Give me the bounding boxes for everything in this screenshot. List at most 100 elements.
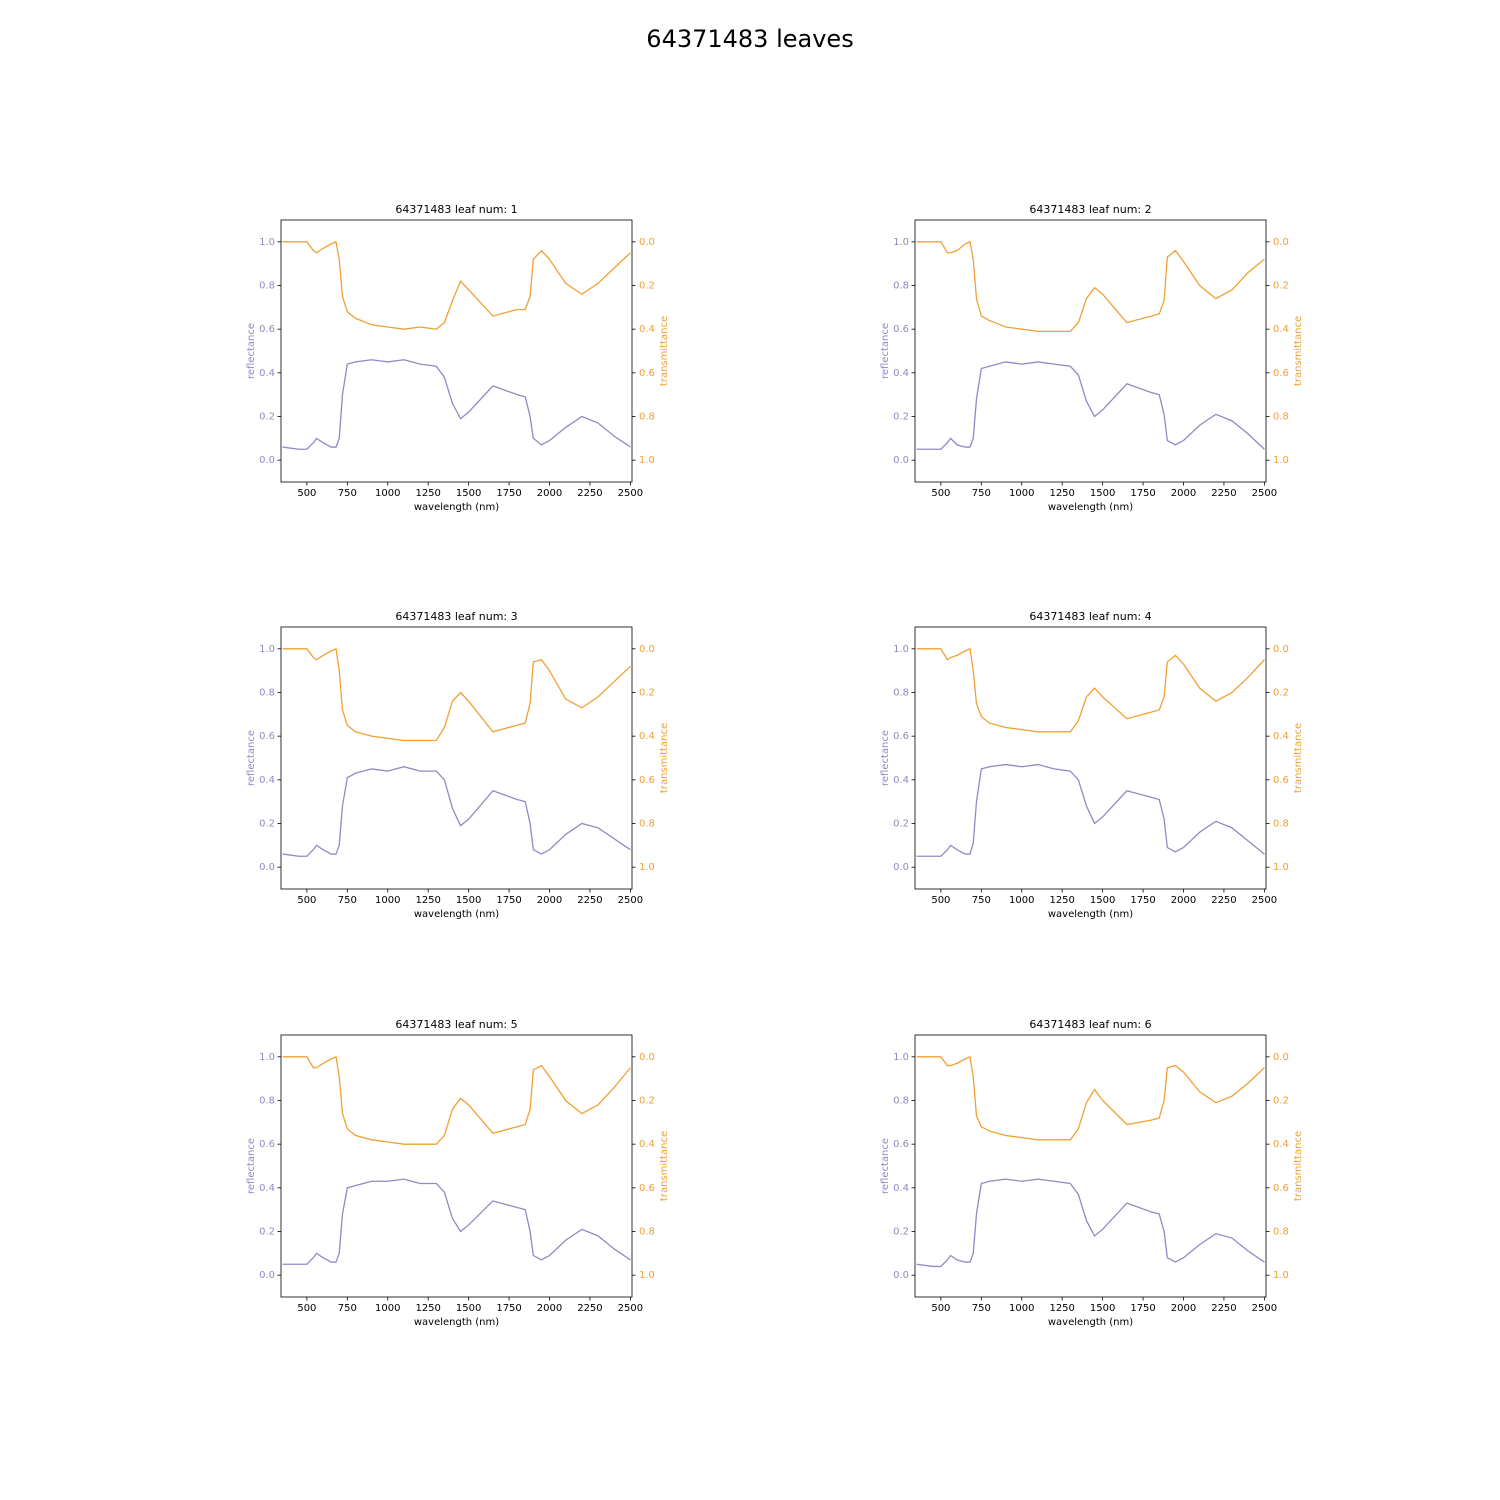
y2-tick-label: 0.6 <box>639 368 655 379</box>
y2-tick-label: 0.6 <box>1273 368 1289 379</box>
y2-tick-label: 0.8 <box>1273 1227 1289 1238</box>
y2-tick-label: 0.6 <box>1273 775 1289 786</box>
y-tick-label: 0.6 <box>259 731 275 742</box>
y2-tick-label: 1.0 <box>1273 862 1289 873</box>
y2-tick-label: 1.0 <box>639 1270 655 1281</box>
y2-tick-label: 0.0 <box>1273 644 1289 655</box>
y-tick-label: 0.6 <box>893 324 909 335</box>
figure-title: 64371483 leaves <box>646 25 853 53</box>
y-tick-label: 0.2 <box>893 1227 909 1238</box>
y2-axis-label: transmittance <box>1293 723 1304 793</box>
x-tick-label: 1750 <box>1130 895 1155 906</box>
data-line <box>282 1178 631 1265</box>
x-tick-label: 1000 <box>375 895 400 906</box>
x-tick-label: 1500 <box>1090 488 1115 499</box>
axes-frame <box>280 219 633 483</box>
y2-tick-label: 0.0 <box>639 237 655 248</box>
y2-tick-label: 0.4 <box>639 324 655 335</box>
x-tick-label: 750 <box>972 1303 991 1314</box>
y-tick-label: 1.0 <box>893 644 909 655</box>
y2-axis-label: transmittance <box>1293 1131 1304 1201</box>
x-tick-label: 500 <box>297 488 316 499</box>
y2-tick-label: 1.0 <box>1273 455 1289 466</box>
x-tick-label: 500 <box>931 488 950 499</box>
x-tick-label: 1250 <box>415 488 440 499</box>
y-tick-label: 0.0 <box>893 1270 909 1281</box>
y-tick-label: 0.8 <box>259 281 275 292</box>
x-tick-label: 2500 <box>1252 488 1277 499</box>
y-tick-label: 0.0 <box>893 455 909 466</box>
axes-frame <box>914 626 1267 890</box>
y-tick-label: 0.2 <box>893 412 909 423</box>
y2-tick-label: 0.0 <box>639 1052 655 1063</box>
y-tick-label: 0.4 <box>893 1183 909 1194</box>
y-tick-label: 0.4 <box>893 775 909 786</box>
x-tick-label: 1750 <box>496 488 521 499</box>
y-tick-label: 0.2 <box>893 819 909 830</box>
subplot-title: 64371483 leaf num: 2 <box>1029 203 1151 216</box>
x-axis-label: wavelength (nm) <box>1048 502 1133 513</box>
y-tick-label: 1.0 <box>893 237 909 248</box>
x-tick-label: 750 <box>338 895 357 906</box>
x-tick-label: 1250 <box>415 895 440 906</box>
x-tick-label: 1250 <box>1049 488 1074 499</box>
x-tick-label: 1500 <box>456 895 481 906</box>
subplot-title: 64371483 leaf num: 4 <box>1029 610 1151 623</box>
y-tick-label: 0.2 <box>259 1227 275 1238</box>
x-tick-label: 1750 <box>496 895 521 906</box>
y2-tick-label: 0.2 <box>1273 688 1289 699</box>
axes-frame <box>914 219 1267 483</box>
subplot-title: 64371483 leaf num: 3 <box>395 610 517 623</box>
x-tick-label: 2000 <box>537 1303 562 1314</box>
x-tick-label: 1000 <box>375 488 400 499</box>
y2-tick-label: 0.6 <box>639 1183 655 1194</box>
y2-tick-label: 0.0 <box>1273 1052 1289 1063</box>
y-tick-label: 1.0 <box>893 1052 909 1063</box>
y2-axis-label: transmittance <box>659 1131 670 1201</box>
y-tick-label: 0.4 <box>259 775 275 786</box>
subplot-title: 64371483 leaf num: 1 <box>395 203 517 216</box>
y2-tick-label: 0.4 <box>1273 1139 1289 1150</box>
y-tick-label: 0.0 <box>893 862 909 873</box>
data-line <box>282 647 631 742</box>
y-tick-label: 0.6 <box>893 1139 909 1150</box>
data-line <box>916 361 1265 450</box>
x-axis-label: wavelength (nm) <box>414 502 499 513</box>
y2-tick-label: 0.6 <box>639 775 655 786</box>
data-line <box>282 359 631 450</box>
y-axis-label: reflectance <box>880 1138 891 1194</box>
x-tick-label: 2500 <box>618 488 643 499</box>
y2-tick-label: 0.4 <box>639 1139 655 1150</box>
y-tick-label: 0.0 <box>259 862 275 873</box>
axes-frame <box>914 1034 1267 1298</box>
x-tick-label: 2000 <box>537 895 562 906</box>
y2-axis-label: transmittance <box>659 316 670 386</box>
x-tick-label: 1000 <box>1009 1303 1034 1314</box>
y2-tick-label: 1.0 <box>1273 1270 1289 1281</box>
y2-tick-label: 0.6 <box>1273 1183 1289 1194</box>
x-tick-label: 750 <box>338 488 357 499</box>
x-tick-label: 750 <box>972 488 991 499</box>
x-tick-label: 2500 <box>1252 895 1277 906</box>
x-tick-label: 2000 <box>537 488 562 499</box>
y2-tick-label: 0.2 <box>1273 1096 1289 1107</box>
y-axis-label: reflectance <box>246 730 257 786</box>
y-tick-label: 0.8 <box>259 1096 275 1107</box>
x-axis-label: wavelength (nm) <box>414 909 499 920</box>
y-tick-label: 0.8 <box>893 688 909 699</box>
y2-tick-label: 0.8 <box>639 412 655 423</box>
y-axis-label: reflectance <box>246 1138 257 1194</box>
y2-tick-label: 0.8 <box>639 1227 655 1238</box>
x-tick-label: 500 <box>931 895 950 906</box>
x-tick-label: 2000 <box>1171 488 1196 499</box>
y-tick-label: 0.4 <box>259 368 275 379</box>
x-axis-label: wavelength (nm) <box>414 1317 499 1328</box>
y2-tick-label: 0.8 <box>1273 819 1289 830</box>
x-tick-label: 1750 <box>1130 1303 1155 1314</box>
data-line <box>282 1055 631 1145</box>
x-tick-label: 500 <box>297 1303 316 1314</box>
data-line <box>916 1178 1265 1268</box>
y-tick-label: 0.8 <box>893 1096 909 1107</box>
y2-tick-label: 0.8 <box>639 819 655 830</box>
